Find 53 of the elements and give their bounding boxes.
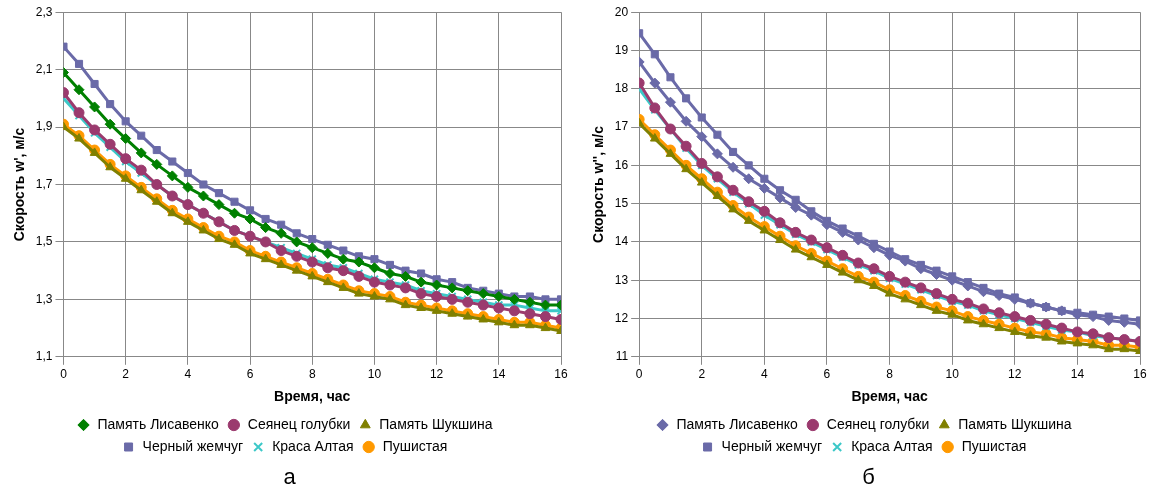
legend-label: Сеянец голубки	[247, 415, 351, 432]
y-tick-label: 17	[614, 119, 629, 134]
y-tick-label: 2,3	[35, 4, 53, 19]
x-tick-label: 6	[823, 367, 831, 382]
y-tick-label: 12	[614, 310, 629, 325]
x-tick-label: 2	[698, 367, 706, 382]
x-tick-label: 10	[367, 367, 382, 382]
y-tick-label: 1,5	[35, 234, 53, 249]
x-tick-label: 4	[761, 367, 769, 382]
y-tick-label: 1,1	[35, 349, 53, 364]
x-tick-label: 10	[945, 367, 960, 382]
y-tick-label: 1,7	[35, 176, 53, 191]
legend-label: Черный жемчуг	[142, 437, 244, 454]
legend-label: Краса Алтая	[851, 437, 933, 454]
y-tick-label: 16	[614, 157, 629, 172]
x-tick-label: 16	[554, 367, 568, 382]
legend-label: Память Шукшина	[958, 415, 1072, 432]
x-tick-label: 2	[122, 367, 130, 382]
legend-label: Сеянец голубки	[826, 415, 930, 432]
y-tick-label: 2,1	[35, 61, 53, 76]
x-tick-label: 16	[1133, 367, 1147, 382]
x-axis-title: Время, час	[274, 388, 351, 405]
legend-label: Пушистая	[382, 437, 448, 454]
x-tick-label: 6	[246, 367, 254, 382]
y-tick-label: 20	[614, 4, 629, 19]
x-axis-title: Время, час	[851, 388, 928, 405]
y-tick-label: 18	[614, 81, 629, 96]
x-tick-label: 12	[1008, 367, 1022, 382]
x-tick-label: 8	[886, 367, 894, 382]
legend-label: Черный жемчуг	[721, 437, 823, 454]
legend-label: Пушистая	[961, 437, 1027, 454]
legend-label: Краса Алтая	[272, 437, 354, 454]
y-axis-title: Скорость w', м/с	[11, 127, 28, 242]
x-tick-label: 4	[184, 367, 192, 382]
legend-label: Память Лисавенко	[676, 415, 799, 432]
x-tick-label: 8	[308, 367, 316, 382]
x-tick-label: 0	[635, 367, 643, 382]
y-tick-label: 1,3	[35, 291, 53, 306]
x-tick-label: 14	[1070, 367, 1085, 382]
x-tick-label: 0	[60, 367, 68, 382]
legend-label: Память Лисавенко	[97, 415, 220, 432]
y-tick-label: 15	[614, 195, 629, 210]
x-tick-label: 12	[429, 367, 444, 382]
y-tick-label: 14	[614, 234, 629, 249]
text: а	[282, 464, 297, 490]
legend-label: Память Шукшина	[379, 415, 493, 432]
y-tick-label: 19	[614, 42, 629, 57]
x-tick-label: 14	[492, 367, 506, 382]
text: б	[861, 464, 876, 490]
y-tick-label: 13	[614, 272, 629, 287]
y-tick-label: 11	[615, 349, 629, 364]
y-axis-title: Скорость w'', м/с	[590, 125, 607, 243]
y-tick-label: 1,9	[35, 119, 53, 134]
